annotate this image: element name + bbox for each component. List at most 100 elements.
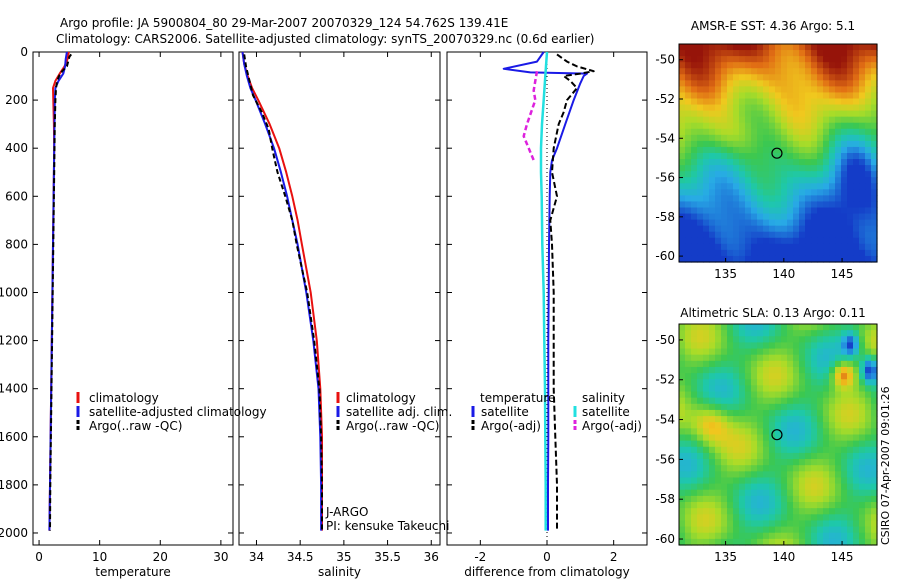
- map-cell: [853, 354, 860, 362]
- map-cell: [799, 459, 806, 466]
- map-cell: [781, 74, 788, 81]
- map-cell: [679, 514, 686, 522]
- map-cell: [739, 80, 746, 87]
- map-cell: [727, 526, 734, 534]
- map-cell: [703, 213, 710, 221]
- map-cell: [733, 403, 740, 411]
- map-cell: [853, 86, 860, 94]
- map-cell: [847, 134, 854, 142]
- map-cell: [691, 422, 698, 429]
- map-cell: [727, 110, 734, 118]
- map-cell: [709, 213, 716, 221]
- map-cell: [763, 526, 770, 534]
- map-cell: [757, 207, 764, 215]
- map-cell: [733, 428, 740, 436]
- map-cell: [709, 80, 716, 87]
- map-cell: [781, 86, 788, 94]
- map-cell: [871, 373, 878, 380]
- map-cell: [811, 434, 818, 442]
- map-cell: [685, 122, 692, 130]
- map-cell: [751, 416, 758, 423]
- map-cell: [859, 213, 866, 221]
- map-cell: [829, 225, 836, 233]
- map-cell: [853, 195, 860, 203]
- map-cell: [865, 183, 872, 190]
- map-cell: [685, 434, 692, 442]
- map-cell: [865, 409, 872, 417]
- map-cell: [751, 348, 758, 356]
- map-cell: [787, 44, 794, 51]
- map-cell: [715, 219, 722, 227]
- map-cell: [697, 62, 704, 69]
- map-cell: [709, 255, 716, 263]
- map-cell: [847, 459, 854, 466]
- map-cell: [871, 225, 878, 233]
- map-cell: [841, 92, 848, 100]
- map-cell: [697, 446, 704, 454]
- map-cell: [763, 440, 770, 448]
- map-cell: [775, 165, 782, 172]
- map-cell: [859, 104, 866, 112]
- map-cell: [709, 391, 716, 399]
- map-cell: [781, 366, 788, 374]
- map-cell: [745, 74, 752, 81]
- map-cell: [793, 391, 800, 399]
- map-cell: [811, 44, 818, 51]
- map-cell: [823, 538, 830, 546]
- map-cell: [853, 373, 860, 380]
- map-cell: [703, 379, 710, 386]
- map-cell: [739, 514, 746, 522]
- map-cell: [865, 159, 872, 166]
- map-cell: [715, 324, 722, 331]
- map-cell: [703, 366, 710, 374]
- map-cell: [739, 366, 746, 374]
- map-cell: [763, 201, 770, 209]
- y-tick-label: 1600: [0, 430, 28, 444]
- map-cell: [823, 165, 830, 172]
- map-cell: [775, 195, 782, 203]
- map-cell: [823, 366, 830, 374]
- map-cell: [823, 495, 830, 503]
- map-cell: [739, 477, 746, 485]
- map-cell: [799, 80, 806, 87]
- map-cell: [769, 391, 776, 399]
- map-cell: [781, 342, 788, 350]
- map-cell: [859, 330, 866, 337]
- map-cell: [721, 225, 728, 233]
- map-cell: [853, 134, 860, 142]
- map-cell: [751, 391, 758, 399]
- map-cell: [721, 366, 728, 374]
- map-cell: [793, 526, 800, 534]
- map-cell: [787, 231, 794, 239]
- map-cell: [835, 201, 842, 209]
- map-cell: [751, 165, 758, 172]
- map-cell: [781, 195, 788, 203]
- map-cell: [781, 514, 788, 522]
- map-cell: [727, 207, 734, 215]
- map-cell: [733, 520, 740, 528]
- y-tick-label: 1400: [0, 382, 28, 396]
- map-cell: [823, 336, 830, 344]
- map-cell: [871, 483, 878, 491]
- map-cell: [679, 440, 686, 448]
- map-cell: [871, 538, 878, 546]
- map-cell: [751, 354, 758, 362]
- map-cell: [793, 68, 800, 75]
- map-cell: [823, 249, 830, 257]
- map-cell: [775, 440, 782, 448]
- map-cell: [751, 74, 758, 81]
- map-cell: [727, 219, 734, 227]
- map-cell: [733, 243, 740, 251]
- map-cell: [781, 249, 788, 257]
- map-cell: [715, 477, 722, 485]
- map-cell: [727, 74, 734, 81]
- map-cell: [769, 134, 776, 142]
- map-cell: [697, 140, 704, 148]
- map-cell: [817, 213, 824, 221]
- map-cell: [703, 324, 710, 331]
- map-cell: [703, 134, 710, 142]
- map-cell: [757, 502, 764, 509]
- map-cell: [859, 532, 866, 540]
- map-cell: [835, 177, 842, 184]
- map-cell: [745, 416, 752, 423]
